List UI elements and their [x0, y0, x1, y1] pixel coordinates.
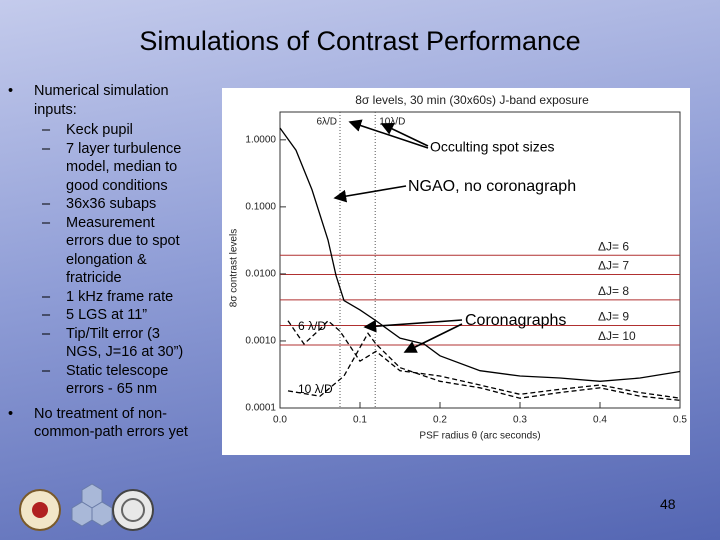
bullet-text: Keck pupil — [66, 122, 133, 138]
sub-bullet: –1 kHz frame rate — [8, 288, 196, 307]
bullet-text: 36x36 subaps — [66, 196, 157, 212]
bullet-marker: • — [8, 405, 14, 422]
bullet-text: Measurement errors due to spot elongatio… — [66, 214, 180, 287]
x-tick-label: 0.5 — [673, 415, 687, 426]
x-tick-label: 0.4 — [593, 415, 607, 426]
bullet-text: 5 LGS at 11” — [66, 307, 148, 323]
data-line — [287, 332, 681, 402]
bullet-marker: • — [8, 83, 14, 99]
sub-bullet: – Tip/Tilt error (3 NGS, J=16 at 30”) — [8, 325, 196, 362]
sub-bullet: –5 LGS at 11” — [8, 306, 196, 325]
x-tick-label: 0.3 — [513, 415, 527, 426]
y-axis-label: 8σ contrast levels — [229, 229, 240, 307]
y-tick-label: 0.1000 — [245, 202, 276, 213]
x-tick-label: 0.0 — [273, 415, 287, 426]
bullet-marker: – — [42, 140, 51, 157]
bullet-text: 1 kHz frame rate — [66, 288, 174, 305]
spot-label: 10λ/D — [379, 117, 405, 128]
bullet-list: • Numerical simulation inputs: – Keck pupil… — [8, 82, 198, 450]
bullet-marker: – — [42, 362, 51, 379]
x-axis-label: PSF radius θ (arc seconds) — [419, 431, 540, 442]
bullet: • Numerical simulation inputs: — [8, 82, 198, 119]
sub-bullet: – Static telescope errors - 65 nm — [8, 362, 196, 399]
slide-title: Simulations of Contrast Performance — [139, 26, 581, 56]
sub-bullet: –7 layer turbulence model, median to goo… — [8, 140, 196, 196]
bullet-marker: – — [42, 307, 51, 323]
data-line — [279, 127, 681, 382]
y-tick-label: 0.0001 — [245, 403, 276, 414]
bullet-marker: – — [42, 214, 51, 231]
level-label: ΔJ= 10 — [598, 329, 636, 343]
level-label: ΔJ= 7 — [598, 259, 629, 273]
bullet-text: 7 layer turbulence model, median to good… — [66, 140, 182, 194]
spacer — [8, 444, 198, 450]
x-tick-label: 0.2 — [433, 415, 447, 426]
y-tick-label: 1.0000 — [245, 134, 276, 145]
plot-frame — [279, 111, 681, 409]
sub-bullet: – Measurement errors due to spot elongati… — [8, 214, 196, 288]
chart-title: 8σ levels, 30 min (30x60s) J-band exposu… — [355, 93, 589, 107]
chart: 8σ levels, 30 min (30x60s) J-band exposu… — [222, 88, 690, 455]
bullet-marker: – — [42, 325, 51, 342]
page-number: 48 — [660, 496, 676, 512]
y-tick-label: 0.0010 — [245, 336, 276, 347]
bullet-text: Numerical simulation inputs: — [34, 83, 169, 118]
level-label: ΔJ= 6 — [598, 239, 629, 253]
bullet-text: Static telescope errors - 65 nm — [66, 362, 169, 398]
level-label: ΔJ= 8 — [598, 284, 629, 298]
sub-bullet: –36x36 subaps — [8, 195, 196, 214]
y-tick-label: 0.0100 — [245, 269, 276, 280]
x-tick-label: 0.1 — [353, 415, 367, 426]
bullet-marker: – — [42, 122, 51, 138]
bullet: • No treatment of non-common-path errors … — [8, 405, 198, 442]
bullet-marker: – — [42, 288, 51, 305]
sub-bullet: – Keck pupil — [8, 121, 196, 140]
logos — [19, 483, 154, 531]
level-label: ΔJ= 9 — [598, 310, 629, 324]
spot-label: 6λ/D — [316, 117, 337, 128]
data-line — [287, 319, 681, 399]
bullet-text: Tip/Tilt error (3 NGS, J=16 at 30”) — [66, 325, 184, 361]
bullet-marker: – — [42, 196, 51, 212]
bullet-text: No treatment of non-common-path errors y… — [34, 405, 188, 441]
